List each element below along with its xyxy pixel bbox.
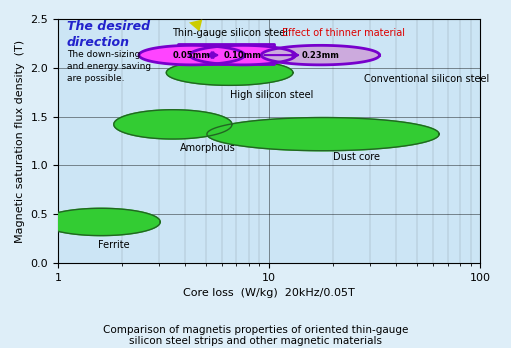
Text: Effect of thinner material: Effect of thinner material [282,27,405,38]
X-axis label: Core loss  (W/kg)  20kHz/0.05T: Core loss (W/kg) 20kHz/0.05T [183,288,355,298]
Text: Ferrite: Ferrite [98,240,130,251]
Text: Dust core: Dust core [333,152,380,162]
Y-axis label: Magnetic saturation flux density  (T): Magnetic saturation flux density (T) [15,39,25,243]
Text: Thin-gauge silicon steel: Thin-gauge silicon steel [172,27,288,38]
Polygon shape [190,45,295,65]
Text: 0.05mm: 0.05mm [173,50,211,60]
Text: The down-sizing
and energy saving
are possible.: The down-sizing and energy saving are po… [67,50,151,83]
Text: Comparison of magnetis properties of oriented thin-gauge
silicon steel strips an: Comparison of magnetis properties of ori… [103,325,408,346]
Polygon shape [261,45,380,65]
Text: Amorphous: Amorphous [180,143,236,153]
Text: Conventional silicon steel: Conventional silicon steel [363,74,489,85]
Polygon shape [139,45,245,65]
Text: The desired
direction: The desired direction [67,20,150,49]
Text: 0.10mm: 0.10mm [224,50,262,60]
Polygon shape [207,118,439,151]
Polygon shape [114,110,232,139]
Polygon shape [42,208,160,236]
Text: 0.23mm: 0.23mm [301,50,339,60]
Polygon shape [166,60,293,85]
Text: High silicon steel: High silicon steel [229,90,313,100]
